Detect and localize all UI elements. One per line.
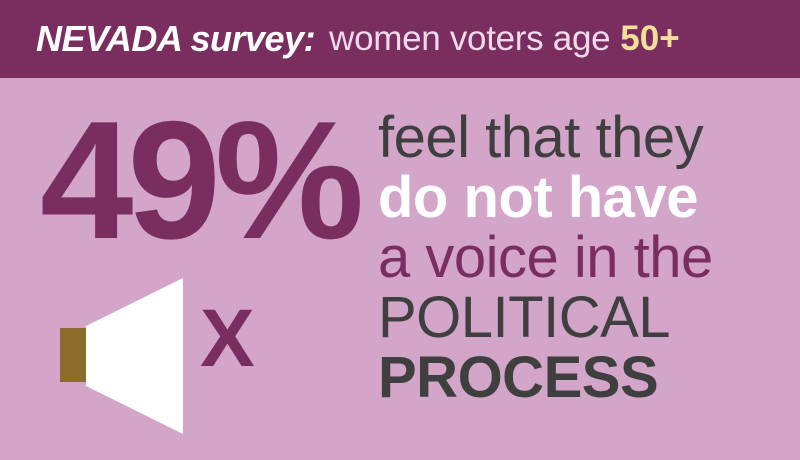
header-state: NEVADA survey: bbox=[36, 18, 316, 59]
statement-line-5: PROCESS bbox=[378, 345, 659, 410]
header-audience: women voters age bbox=[329, 19, 611, 58]
stat-percent: 49% bbox=[40, 86, 364, 274]
statement-text: feel that they do not have a voice in th… bbox=[378, 108, 778, 408]
statement-line-4: POLITICAL bbox=[378, 285, 671, 350]
header-age: 50+ bbox=[620, 19, 680, 58]
megaphone-handle bbox=[60, 328, 86, 382]
statement-line-3: a voice in the bbox=[378, 225, 713, 290]
statement-line-2: do not have bbox=[378, 165, 698, 230]
megaphone-cone bbox=[86, 278, 183, 434]
mute-mark: X bbox=[200, 293, 255, 384]
megaphone-icon bbox=[60, 278, 183, 434]
header-banner: NEVADA survey: women voters age 50+ bbox=[0, 0, 800, 78]
statement-line-1: feel that they bbox=[378, 105, 704, 170]
